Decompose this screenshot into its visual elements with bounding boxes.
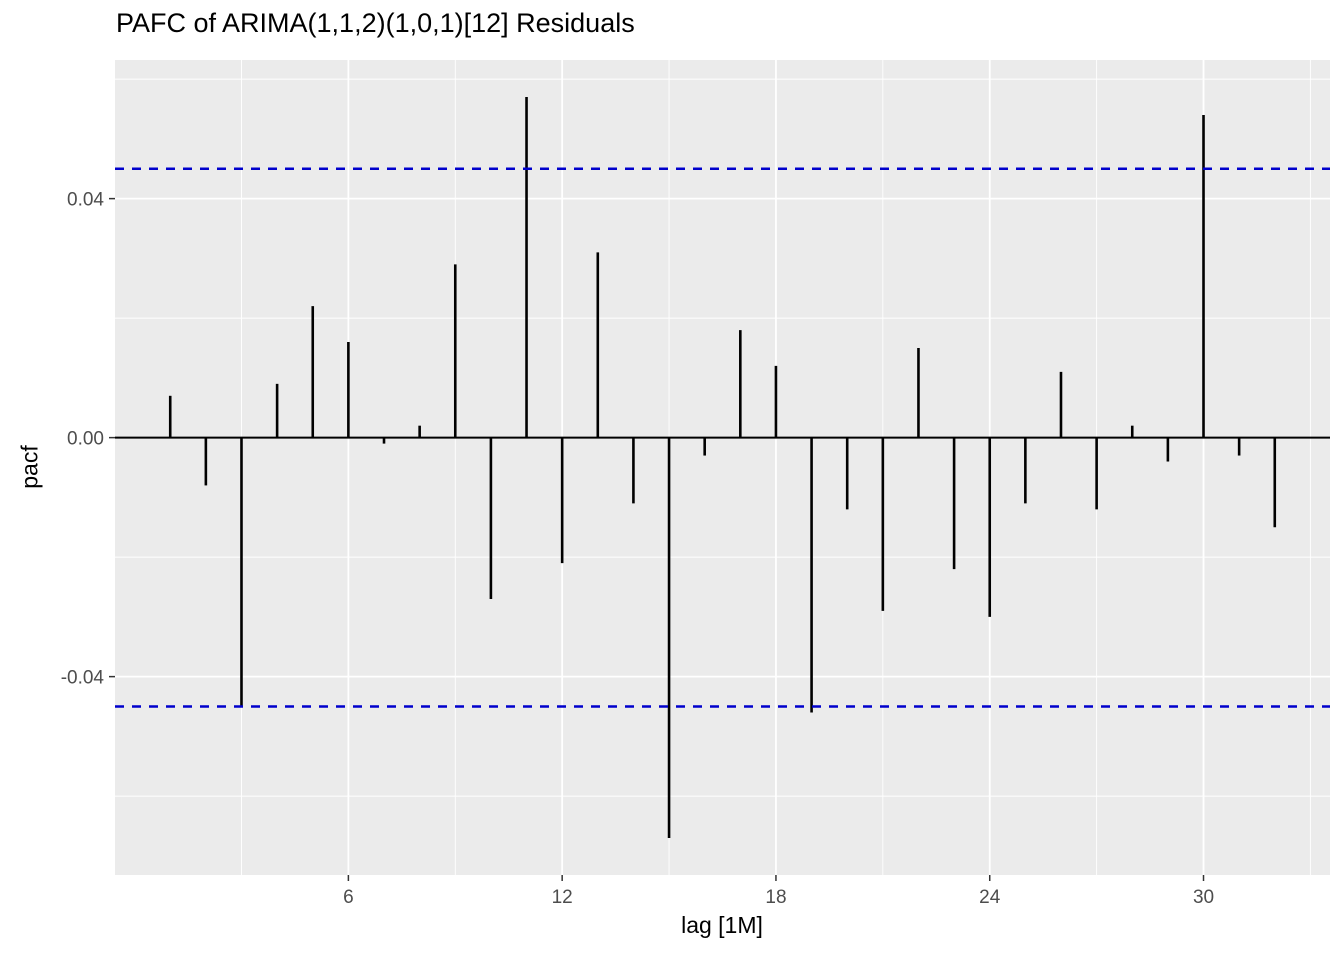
x-tick-label: 24 bbox=[979, 887, 1001, 908]
y-axis-title: pacf bbox=[16, 445, 43, 489]
y-tick-label: 0.04 bbox=[67, 190, 104, 211]
x-tick-label: 30 bbox=[1193, 887, 1214, 908]
plot-panel bbox=[115, 60, 1330, 875]
chart-title: PAFC of ARIMA(1,1,2)(1,0,1)[12] Residual… bbox=[116, 8, 635, 38]
y-tick-label: 0.00 bbox=[67, 429, 104, 450]
x-tick-label: 18 bbox=[765, 887, 786, 908]
x-tick-label: 12 bbox=[552, 887, 573, 908]
x-axis-title: lag [1M] bbox=[681, 912, 763, 938]
y-tick-label: -0.04 bbox=[61, 668, 105, 689]
x-tick-label: 6 bbox=[343, 887, 354, 908]
